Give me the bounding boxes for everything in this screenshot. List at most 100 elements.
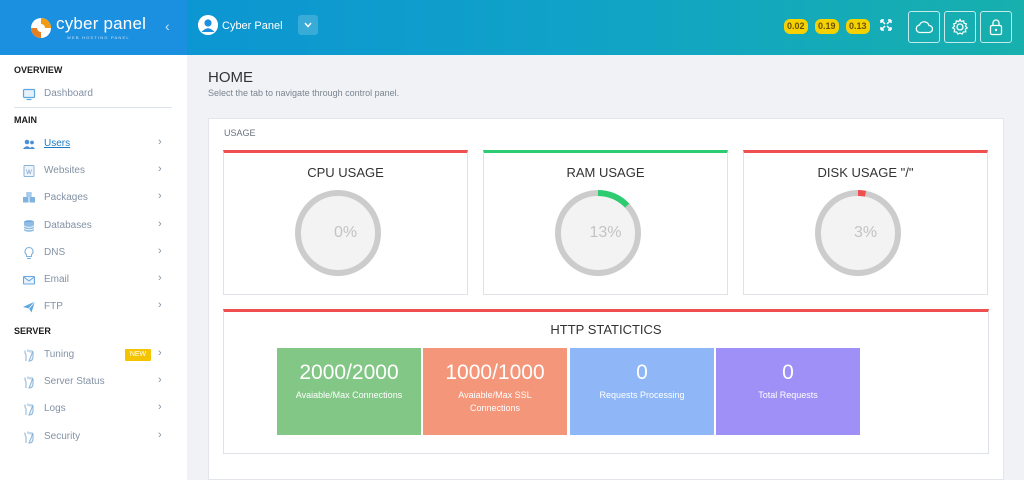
sidebar-item-label: Packages: [44, 192, 88, 203]
new-badge: NEW: [125, 349, 151, 361]
sidebar-item-databases[interactable]: Databases ›: [14, 217, 172, 235]
security-icon: [24, 431, 34, 444]
sidebar-item-packages[interactable]: Packages ›: [14, 189, 172, 207]
packages-icon: [23, 192, 35, 203]
sidebar-item-websites[interactable]: W Websites ›: [14, 162, 172, 180]
user-avatar[interactable]: [198, 15, 218, 35]
user-name[interactable]: Cyber Panel: [222, 20, 283, 32]
sidebar-item-label: Websites: [44, 165, 85, 176]
usage-gauge: [295, 190, 381, 276]
gear-icon: [951, 18, 969, 35]
chevron-right-icon: ›: [158, 163, 162, 175]
sidebar-item-label: Logs: [44, 403, 66, 414]
sidebar-item-dns[interactable]: DNS ›: [14, 244, 172, 262]
websites-icon: W: [23, 165, 35, 177]
total-requests-box: 0 Total Requests: [716, 348, 860, 435]
sidebar-item-label: Users: [44, 138, 71, 149]
tuning-icon: [24, 349, 34, 362]
chevron-right-icon: ›: [158, 401, 162, 413]
user-icon: [198, 15, 218, 35]
requests-processing-box: 0 Requests Processing: [570, 348, 714, 435]
lock-icon: [989, 19, 1003, 36]
fullscreen-icon[interactable]: [880, 19, 892, 34]
sidebar: OVERVIEW Dashboard MAIN Users › W Websit…: [0, 55, 187, 480]
usage-card-title: RAM USAGE: [566, 165, 645, 180]
bulb-icon: [24, 246, 34, 260]
sidebar-item-label: DNS: [44, 247, 66, 258]
cloud-icon: [915, 21, 933, 34]
usage-percent: 0%: [333, 224, 358, 241]
brand-name: cyber panel: [56, 14, 147, 33]
stat-label: Avaiable/Max Connections: [295, 390, 403, 400]
server-status-icon: [24, 376, 34, 389]
usage-gauge: [815, 190, 901, 276]
collapse-sidebar-icon[interactable]: ‹: [165, 18, 170, 34]
stat-label: Total Requests: [758, 390, 818, 400]
usage-card-title: DISK USAGE "/": [817, 165, 914, 180]
sidebar-section-server: SERVER: [14, 326, 51, 336]
chevron-right-icon: ›: [158, 429, 162, 441]
sidebar-item-tuning[interactable]: Tuning NEW ›: [14, 346, 172, 364]
usage-gauge-arc: [597, 190, 630, 208]
chevron-right-icon: ›: [158, 299, 162, 311]
sidebar-item-email[interactable]: Email ›: [14, 271, 172, 289]
database-icon: [23, 220, 35, 232]
users-icon: [23, 139, 35, 149]
sidebar-item-label: Databases: [44, 220, 92, 231]
stat-label: Avaiable/Max SSL Connections: [458, 390, 532, 413]
user-dropdown-button[interactable]: [298, 15, 318, 35]
ftp-icon: [23, 301, 36, 313]
usage-card-title: CPU USAGE: [307, 165, 384, 180]
sidebar-item-ftp[interactable]: FTP ›: [14, 298, 172, 316]
sidebar-item-label: Server Status: [44, 376, 105, 387]
ram-usage-card: RAM USAGE 13%: [483, 150, 728, 295]
sidebar-item-label: Tuning: [44, 349, 75, 360]
svg-text:W: W: [26, 170, 32, 176]
sidebar-divider: [14, 107, 172, 108]
usage-gauge: [555, 190, 641, 276]
sidebar-item-label: FTP: [44, 301, 63, 312]
page-subtitle: Select the tab to navigate through contr…: [208, 88, 400, 98]
logs-icon: [24, 403, 34, 416]
load-average-1: 0.02: [784, 19, 808, 34]
sidebar-item-label: Dashboard: [44, 88, 93, 99]
monitor-icon: [22, 88, 36, 101]
stat-value: 2000/2000: [299, 361, 399, 384]
chevron-right-icon: ›: [158, 218, 162, 230]
sidebar-item-label: Email: [44, 274, 70, 285]
brand[interactable]: cyber panel WEB HOSTING PANEL ‹: [0, 0, 187, 55]
available-ssl-connections-box: 1000/1000 Avaiable/Max SSL Connections: [423, 348, 567, 435]
chevron-right-icon: ›: [158, 245, 162, 257]
top-bar: cyber panel WEB HOSTING PANEL ‹ Cyber Pa…: [0, 0, 1024, 55]
stat-label: Requests Processing: [599, 390, 685, 400]
sidebar-item-server-status[interactable]: Server Status ›: [14, 373, 172, 391]
usage-gauge-arc: [857, 190, 867, 197]
sidebar-section-overview: OVERVIEW: [14, 65, 63, 75]
http-statistics-title: HTTP STATICTICS: [550, 322, 662, 337]
settings-button[interactable]: [944, 11, 976, 43]
disk-usage-card: DISK USAGE "/" 3%: [743, 150, 988, 295]
chevron-right-icon: ›: [158, 272, 162, 284]
chevron-right-icon: ›: [158, 190, 162, 202]
sidebar-item-security[interactable]: Security ›: [14, 428, 172, 446]
usage-percent: 13%: [589, 224, 622, 241]
brand-tagline: WEB HOSTING PANEL: [67, 35, 130, 40]
sidebar-item-dashboard[interactable]: Dashboard: [14, 85, 172, 103]
stat-value: 0: [636, 361, 648, 384]
load-average-2: 0.19: [815, 19, 839, 34]
sidebar-section-main: MAIN: [14, 115, 37, 125]
sidebar-item-users[interactable]: Users ›: [14, 135, 172, 153]
usage-section-title: USAGE: [224, 128, 256, 138]
stat-value: 0: [782, 361, 794, 384]
chevron-right-icon: ›: [158, 347, 162, 359]
cloud-button[interactable]: [908, 11, 940, 43]
usage-percent: 3%: [853, 224, 878, 241]
available-connections-box: 2000/2000 Avaiable/Max Connections: [277, 348, 421, 435]
page-title: HOME: [208, 69, 253, 86]
lock-button[interactable]: [980, 11, 1012, 43]
cyberpanel-logo-icon: [31, 18, 51, 38]
chevron-right-icon: ›: [158, 374, 162, 386]
chevron-right-icon: ›: [158, 136, 162, 148]
sidebar-item-logs[interactable]: Logs ›: [14, 400, 172, 418]
sidebar-item-label: Security: [44, 431, 81, 442]
